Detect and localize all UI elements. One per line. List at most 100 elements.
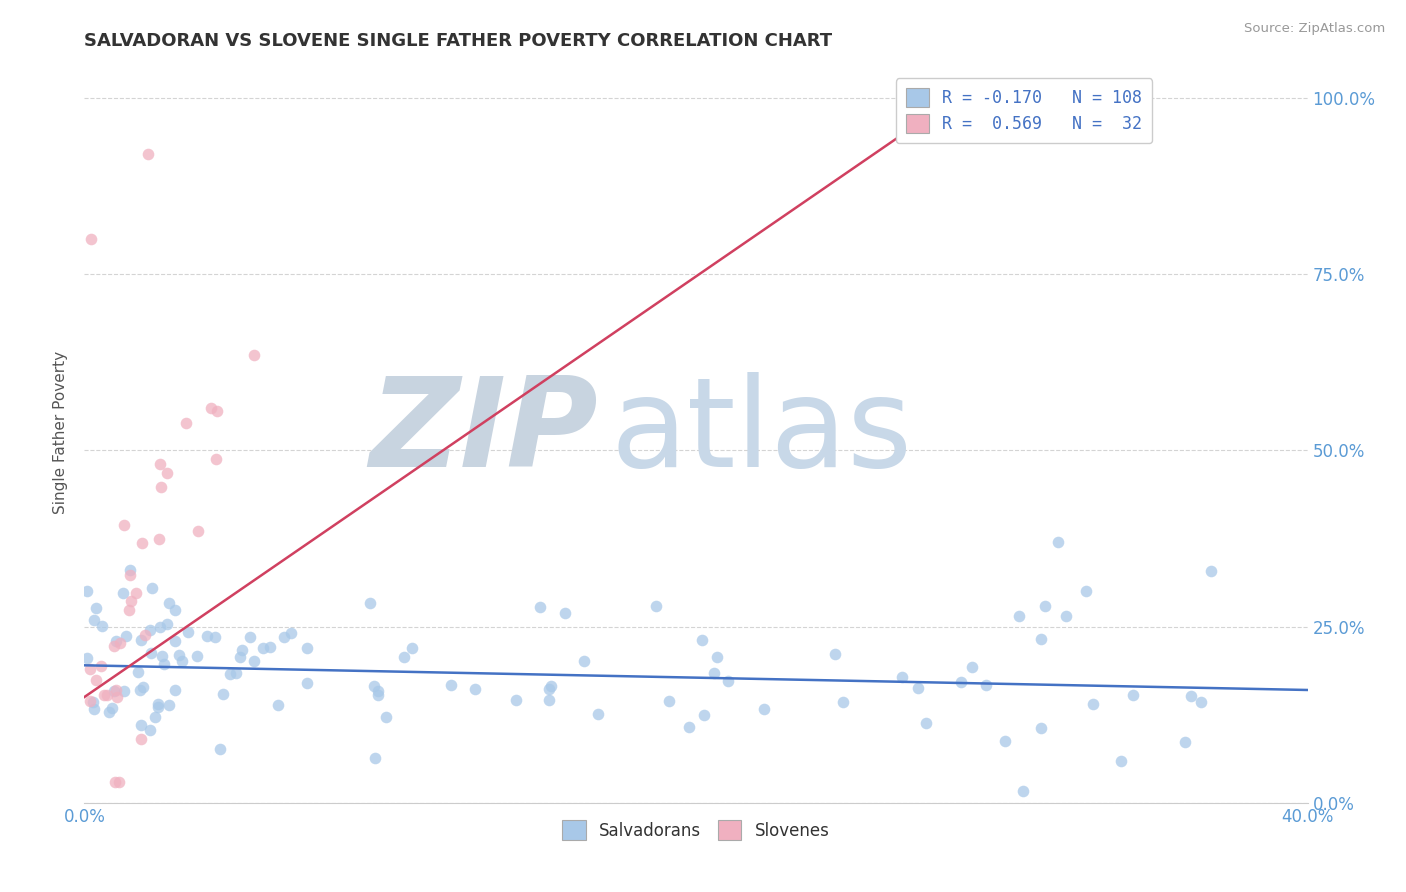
Point xyxy=(690,633,713,648)
Point xyxy=(148,533,170,547)
Point xyxy=(93,688,115,702)
Point xyxy=(197,629,219,643)
Point xyxy=(229,649,252,664)
Point xyxy=(157,698,180,712)
Point xyxy=(1199,564,1222,578)
Point xyxy=(165,683,187,698)
Point xyxy=(105,683,128,698)
Point xyxy=(103,684,125,698)
Point xyxy=(115,629,138,643)
Point xyxy=(658,694,681,708)
Point xyxy=(132,680,155,694)
Point xyxy=(273,630,295,644)
Point xyxy=(101,701,124,715)
Point xyxy=(112,684,135,698)
Point xyxy=(1029,632,1052,647)
Point xyxy=(1180,689,1202,703)
Point xyxy=(239,630,262,644)
Point xyxy=(96,689,118,703)
Point xyxy=(131,731,153,746)
Y-axis label: Single Father Poverty: Single Father Poverty xyxy=(53,351,69,514)
Point xyxy=(127,665,149,679)
Point xyxy=(703,666,725,681)
Point xyxy=(401,641,423,656)
Point xyxy=(505,692,527,706)
Point xyxy=(129,717,152,731)
Text: atlas: atlas xyxy=(610,372,912,493)
Point xyxy=(163,603,186,617)
Text: ZIP: ZIP xyxy=(370,372,598,493)
Point xyxy=(267,698,290,713)
Point xyxy=(537,692,560,706)
Point xyxy=(974,678,997,692)
Point xyxy=(359,596,381,610)
Point xyxy=(157,596,180,610)
Point xyxy=(554,606,576,620)
Point xyxy=(716,673,738,688)
Point xyxy=(1076,584,1098,599)
Point xyxy=(83,613,105,627)
Point xyxy=(280,626,302,640)
Point xyxy=(204,631,226,645)
Point xyxy=(259,640,281,655)
Point xyxy=(1008,609,1031,624)
Point xyxy=(645,599,668,614)
Point xyxy=(186,649,208,664)
Point xyxy=(960,660,983,674)
Point xyxy=(152,657,174,671)
Point xyxy=(76,584,98,599)
Point xyxy=(105,690,128,704)
Point xyxy=(363,679,385,693)
Point xyxy=(1054,609,1077,624)
Point xyxy=(915,716,938,731)
Point xyxy=(394,650,416,665)
Point xyxy=(97,706,120,720)
Point xyxy=(108,774,131,789)
Point xyxy=(148,620,170,634)
Point xyxy=(243,349,266,363)
Point xyxy=(364,751,387,765)
Point xyxy=(1122,688,1144,702)
Point xyxy=(90,619,112,633)
Point xyxy=(76,651,98,665)
Point xyxy=(1031,721,1053,735)
Point xyxy=(129,682,152,697)
Point xyxy=(150,649,173,664)
Point xyxy=(572,654,595,668)
Point xyxy=(994,734,1017,748)
Point xyxy=(374,709,396,723)
Point xyxy=(1109,754,1132,768)
Point xyxy=(134,627,156,641)
Point xyxy=(79,662,101,676)
Text: SALVADORAN VS SLOVENE SINGLE FATHER POVERTY CORRELATION CHART: SALVADORAN VS SLOVENE SINGLE FATHER POVE… xyxy=(84,32,832,50)
Point xyxy=(79,694,101,708)
Point xyxy=(831,695,853,709)
Point xyxy=(252,641,274,656)
Point xyxy=(156,616,179,631)
Point xyxy=(1174,735,1197,749)
Point xyxy=(205,404,228,418)
Point xyxy=(1046,535,1069,549)
Point xyxy=(131,536,153,550)
Point xyxy=(225,666,247,681)
Point xyxy=(141,646,163,660)
Point xyxy=(187,524,209,538)
Point xyxy=(167,648,190,662)
Point xyxy=(464,682,486,697)
Point xyxy=(82,695,104,709)
Point xyxy=(295,676,318,690)
Point xyxy=(141,582,163,596)
Point xyxy=(120,594,142,608)
Legend: Salvadorans, Slovenes: Salvadorans, Slovenes xyxy=(555,814,837,847)
Point xyxy=(120,563,142,577)
Point xyxy=(149,458,172,472)
Point xyxy=(1083,697,1105,711)
Point xyxy=(529,600,551,615)
Point xyxy=(440,678,463,692)
Point xyxy=(170,654,193,668)
Point xyxy=(824,647,846,661)
Point xyxy=(146,699,169,714)
Point xyxy=(678,720,700,734)
Point xyxy=(243,654,266,668)
Point xyxy=(367,688,389,702)
